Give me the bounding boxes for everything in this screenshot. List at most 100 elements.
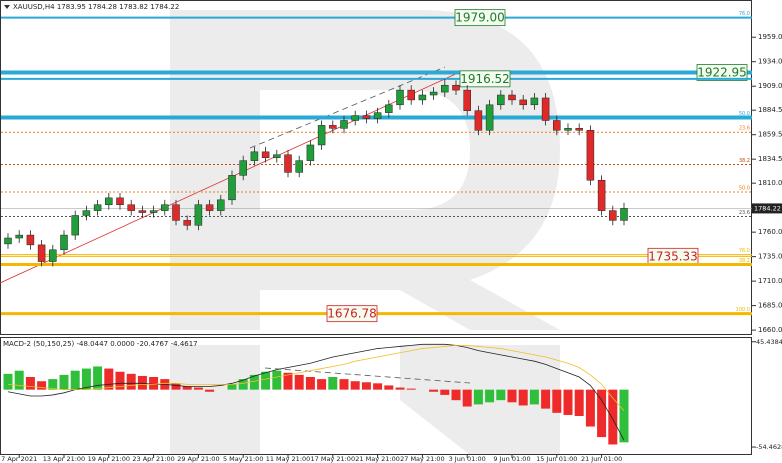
level-label: 1676.78 [327, 307, 377, 321]
macd-bar [70, 370, 80, 390]
candle-body [519, 99, 527, 106]
candle-body [149, 210, 158, 213]
macd-bar [294, 374, 304, 390]
x-tick-label: 21 May 21:00 [355, 455, 400, 463]
trend-line [264, 367, 471, 384]
macd-bar [429, 389, 439, 392]
fib-label: 38.2 [739, 258, 750, 264]
macd-bar [249, 374, 259, 390]
macd-bar [541, 389, 551, 409]
macd-bar [574, 389, 584, 416]
macd-bar [3, 373, 13, 390]
macd-bar [93, 366, 103, 390]
candle-body [161, 204, 169, 211]
level-label: 1916.52 [460, 72, 510, 86]
candle-body [362, 115, 371, 119]
candle-body [37, 244, 46, 262]
candle-body [239, 160, 247, 176]
candle-body [273, 154, 281, 158]
x-tick-label: 15 Jun 01:00 [536, 455, 577, 463]
candle-body [485, 104, 494, 131]
macd-panel [0, 337, 752, 455]
x-tick-label: 23 Apr 21:00 [132, 455, 174, 463]
macd-bar [563, 389, 573, 415]
x-tick-label: 27 May 21:00 [400, 455, 445, 463]
candle-body [284, 154, 292, 173]
candle-body [418, 94, 427, 101]
candle-body [15, 234, 23, 239]
level-label: 1979.00 [455, 11, 505, 25]
fib-label: 100.0 [736, 307, 750, 313]
candle-body [49, 249, 57, 262]
candle-body [329, 125, 337, 129]
macd-bar [126, 373, 136, 390]
last-price-box [752, 203, 782, 214]
y-tick-label: 1735.00 [758, 253, 782, 261]
watermark [170, 345, 560, 455]
level-label-box [696, 64, 748, 81]
fib-label: 23.6 [739, 126, 750, 132]
y-tick-label: 1934.00 [758, 58, 782, 66]
macd-bar [328, 377, 338, 390]
candle-body [138, 210, 147, 213]
candle-body [586, 130, 595, 181]
candle-body [463, 89, 471, 111]
fib-label: 23.6 [739, 210, 750, 216]
watermark [170, 10, 560, 330]
macd-bar [37, 381, 47, 390]
y-tick-label: 1834.5 [758, 155, 782, 163]
y-tick-label: 45.4384 [756, 338, 782, 346]
fib-label: 50.0 [739, 185, 750, 191]
y-tick-label: 1859.5 [758, 131, 782, 139]
trend-line [249, 66, 446, 149]
candle-body [597, 179, 606, 211]
macd-bar [137, 375, 147, 390]
macd-bar [14, 370, 24, 390]
y-tick-label: 1760.00 [758, 228, 782, 236]
macd-bar [507, 389, 517, 403]
macd-bar [496, 389, 506, 401]
macd-bar [585, 389, 595, 427]
x-tick-label: 17 May 21:00 [311, 455, 356, 463]
candle-body [620, 208, 628, 221]
macd-bar [518, 389, 528, 406]
macd-bar [115, 371, 125, 390]
macd-bar [59, 374, 69, 390]
level-label-box [454, 9, 506, 27]
candle-body [317, 125, 326, 146]
macd-bar [48, 379, 58, 390]
level-label-box [459, 70, 511, 88]
candle-body [497, 94, 505, 106]
candle-body [116, 197, 124, 205]
level-label: 1735.33 [648, 249, 698, 263]
candle-body [205, 204, 214, 211]
x-tick-label: 5 May 21:00 [223, 455, 263, 463]
macd-bar [440, 389, 450, 395]
x-tick-label: 21 Jun 01:00 [581, 455, 622, 463]
macd-bar [451, 389, 461, 401]
macd-bar [182, 386, 192, 390]
macd-bar [305, 377, 315, 390]
macd-bar [227, 384, 237, 390]
candle-body [127, 204, 135, 211]
candle-body [261, 151, 270, 158]
candle-body [373, 112, 382, 119]
candle-body [553, 120, 561, 131]
candle-body [183, 220, 191, 226]
candle-body [105, 197, 113, 205]
candle-body [541, 97, 550, 121]
macd-bar [473, 389, 483, 405]
candle-body [351, 115, 359, 121]
candle-body [26, 234, 35, 246]
candle-body [60, 234, 68, 251]
candle-body [474, 110, 483, 131]
x-tick-label: 13 Apr 21:00 [43, 455, 85, 463]
fib-label: 38.2 [739, 158, 750, 164]
candle-body [407, 89, 415, 101]
fib-label: 76.0 [739, 248, 750, 254]
candle-body [564, 128, 572, 131]
menu-icon[interactable] [4, 5, 10, 9]
candle-body [396, 89, 404, 106]
macd-bar [361, 382, 371, 390]
macd-bar [406, 388, 416, 390]
